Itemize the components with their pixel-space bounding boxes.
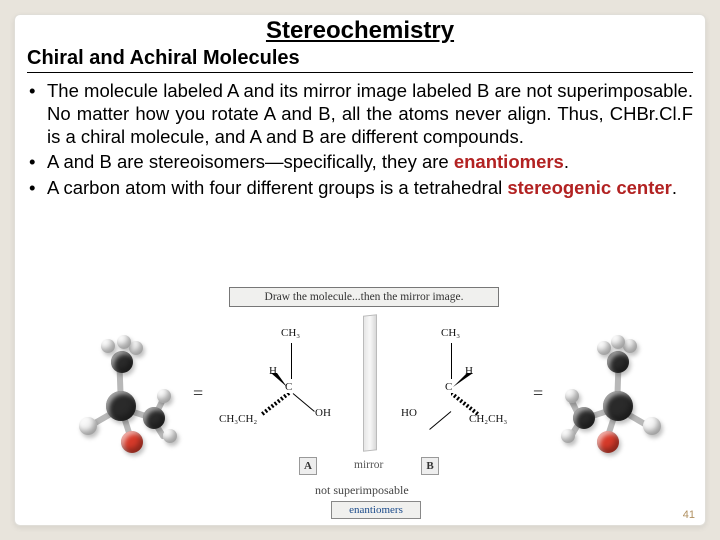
bullet-2c: . <box>564 151 569 172</box>
slide: Stereochemistry Chiral and Achiral Molec… <box>14 14 706 526</box>
bullet-3-text: A carbon atom with four different groups… <box>47 176 693 199</box>
atom-ch3ch2: CH₃CH₂ <box>219 413 257 425</box>
mirror-plane <box>363 314 377 451</box>
ball-white-small <box>163 429 177 443</box>
atom-ho: HO <box>401 407 417 419</box>
ball-white-small <box>117 335 131 349</box>
page-number: 41 <box>683 509 695 521</box>
bullet-1-text: The molecule labeled A and its mirror im… <box>47 79 693 148</box>
bond <box>293 393 315 412</box>
ball-carbon-small <box>111 351 133 373</box>
ball-white-small <box>157 389 171 403</box>
atom-ch3: CH₃ <box>441 327 460 339</box>
ball-white-small <box>597 341 611 355</box>
body-text: • The molecule labeled A and its mirror … <box>27 79 693 199</box>
bullet-marker: • <box>27 150 47 173</box>
bullet-3c: . <box>672 177 677 198</box>
bond <box>291 343 292 379</box>
model-3d-left <box>71 333 181 473</box>
wedge-bond <box>271 373 291 389</box>
ball-white-small <box>565 389 579 403</box>
figure-label-b: B <box>421 457 439 475</box>
ball-carbon-small <box>607 351 629 373</box>
ball-carbon-small <box>143 407 165 429</box>
bullet-marker: • <box>27 79 47 148</box>
figure-label-a: A <box>299 457 317 475</box>
ball-red <box>121 431 143 453</box>
bullet-3a: A carbon atom with four different groups… <box>47 177 507 198</box>
ball-white-small <box>561 429 575 443</box>
dash-bond <box>261 393 291 417</box>
skeletal-structure-a: CH₃ C H CH₃CH₂ OH <box>223 323 343 453</box>
model-3d-right <box>561 333 671 473</box>
figure: Draw the molecule...then the mirror imag… <box>65 287 685 513</box>
ball-red <box>597 431 619 453</box>
figure-instruction-box: Draw the molecule...then the mirror imag… <box>229 287 499 307</box>
ball-white-small <box>623 339 637 353</box>
bullet-2: • A and B are stereoisomers—specifically… <box>27 150 693 173</box>
mirror-label: mirror <box>354 459 383 471</box>
atom-ch3: CH₃ <box>281 327 300 339</box>
bullet-2-text: A and B are stereoisomers—specifically, … <box>47 150 693 173</box>
enantiomers-box: enantiomers <box>331 501 421 519</box>
divider <box>27 72 693 73</box>
emphasis-stereogenic: stereogenic center <box>507 177 672 198</box>
ball-white-small <box>129 341 143 355</box>
ball-carbon <box>106 391 136 421</box>
ball-white-small <box>101 339 115 353</box>
skeletal-structure-b: CH₃ C H CH₂CH₃ HO <box>393 323 513 453</box>
equals-left: = <box>193 383 203 404</box>
ball-carbon-small <box>573 407 595 429</box>
ball-carbon <box>603 391 633 421</box>
bullet-2a: A and B are stereoisomers—specifically, … <box>47 151 454 172</box>
bullet-1: • The molecule labeled A and its mirror … <box>27 79 693 148</box>
ball-white <box>643 417 661 435</box>
equals-right: = <box>533 383 543 404</box>
wedge-bond <box>453 373 473 389</box>
bullet-marker: • <box>27 176 47 199</box>
atom-oh: OH <box>315 407 331 419</box>
emphasis-enantiomers: enantiomers <box>454 151 564 172</box>
dash-bond <box>451 393 481 417</box>
bullet-3: • A carbon atom with four different grou… <box>27 176 693 199</box>
bond <box>429 411 451 430</box>
ball-white <box>79 417 97 435</box>
ball-white-small <box>611 335 625 349</box>
not-superimposable-label: not superimposable <box>315 483 409 498</box>
page-subtitle: Chiral and Achiral Molecules <box>27 47 693 70</box>
bond <box>451 343 452 379</box>
page-title: Stereochemistry <box>27 17 693 45</box>
atom-c: C <box>445 381 452 393</box>
